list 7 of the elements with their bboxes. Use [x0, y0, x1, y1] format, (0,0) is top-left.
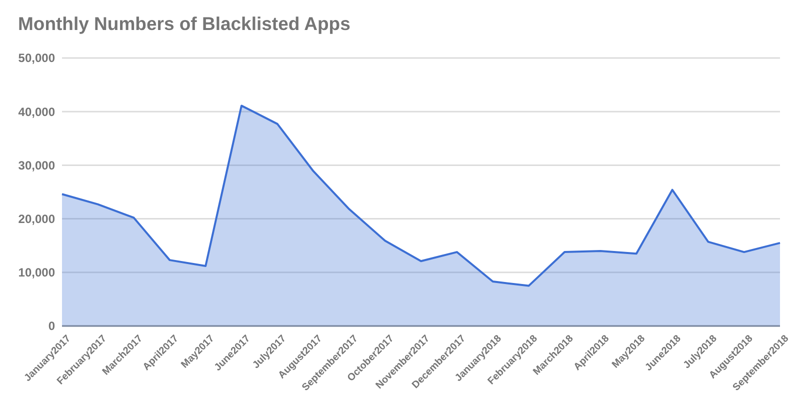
y-tick-label: 20,000: [18, 212, 56, 226]
chart-title: Monthly Numbers of Blacklisted Apps: [18, 13, 350, 34]
y-tick-label: 50,000: [18, 51, 56, 66]
y-tick-label: 0: [48, 319, 56, 334]
y-tick-label: 10,000: [18, 266, 56, 280]
y-tick-label: 30,000: [18, 158, 56, 172]
y-tick-label: 40,000: [18, 104, 56, 119]
